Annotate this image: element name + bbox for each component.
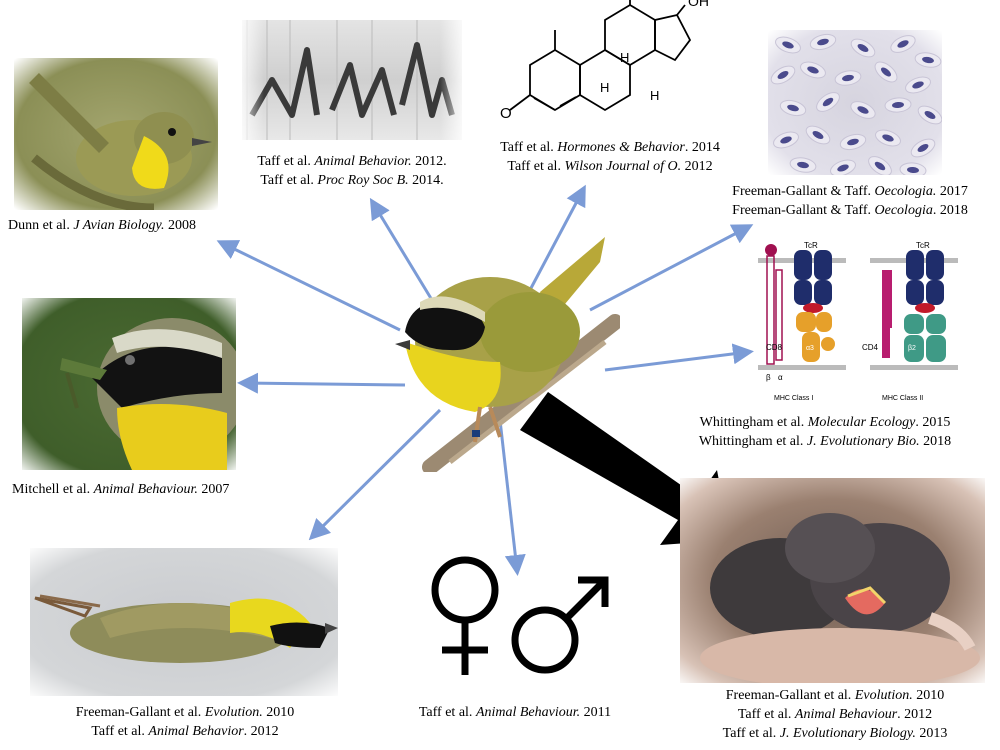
tcr-label-2: TcR (916, 241, 930, 250)
sex-symbols (420, 555, 620, 685)
mhc-diagram: CD8 β α α3 TcR MHC Class I CD4 β2 TcR MH… (758, 240, 958, 405)
caption-sex: Taff et al. Animal Behaviour. 2011 (418, 705, 612, 720)
chicks-photo (680, 478, 985, 683)
female-symbol-icon (431, 556, 499, 675)
caption-chicks: Freeman-Gallant et al. Evolution. 2010 T… (722, 688, 948, 741)
spectrogram-image (242, 20, 462, 140)
blood-cells-image (768, 30, 942, 175)
b2-label: β2 (908, 345, 916, 352)
alpha-label: α (778, 373, 783, 382)
a3-label: α3 (806, 345, 814, 352)
caption-warbler: Dunn et al. J Avian Biology. 2008 (8, 218, 196, 233)
oh-label: OH (688, 0, 709, 9)
mhc-class2-label: MHC Class II (882, 395, 923, 402)
arrow-to-mhc (604, 343, 754, 372)
cd8-label: CD8 (766, 343, 783, 352)
h-label-2: H (620, 50, 629, 65)
masked-warbler-photo (22, 298, 236, 470)
h-label-1: H (600, 80, 609, 95)
h-label-3: H (650, 88, 659, 103)
tcr-label-1: TcR (804, 241, 818, 250)
caption-blood: Freeman-Gallant & Taff. Oecologia. 2017 … (732, 184, 968, 218)
caption-mask: Mitchell et al. Animal Behaviour. 2007 (12, 482, 230, 497)
arrow-to-blood (589, 224, 754, 312)
central-yellowthroat-photo (390, 232, 620, 472)
arrow-to-hormone (528, 184, 586, 291)
caption-hormone: Taff et al. Hormones & Behavior. 2014 Ta… (500, 140, 720, 174)
big-arrow-to-chicks (520, 392, 730, 545)
arrow-to-dead (308, 408, 442, 541)
specimen-bird-photo (30, 548, 338, 696)
arrow-to-warbler (216, 240, 401, 332)
male-symbol-icon (511, 576, 609, 674)
caption-mhc: Whittingham et al. Molecular Ecology. 20… (698, 415, 952, 449)
warbler-photo (14, 58, 218, 210)
mhc-class1-label: MHC Class I (774, 395, 813, 402)
arrow-to-spectrogram (369, 197, 437, 306)
arrow-to-mask (237, 372, 406, 394)
steroid-structure: OH O H H H (500, 0, 720, 130)
beta-label: β (766, 373, 771, 382)
caption-spectrogram: Taff et al. Animal Behavior. 2012. Taff … (257, 154, 447, 188)
caption-dead: Freeman-Gallant et al. Evolution. 2010 T… (75, 705, 295, 739)
cd4-label: CD4 (862, 343, 879, 352)
ketone-o-label: O (500, 105, 512, 122)
arrow-to-sex (498, 419, 526, 576)
